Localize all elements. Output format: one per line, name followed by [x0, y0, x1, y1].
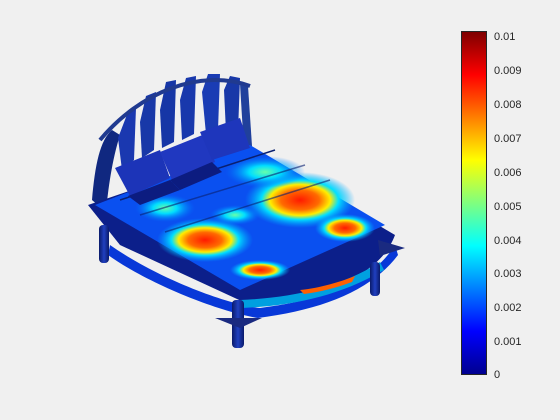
colorbar-tick-label: 0.003 — [494, 268, 522, 280]
colorbar-tick-label: 0.01 — [494, 31, 516, 43]
colorbar-tick-label: 0.005 — [494, 201, 522, 213]
pillows — [115, 118, 250, 205]
bed-legs — [99, 225, 405, 348]
headboard — [92, 74, 252, 212]
colorbar-tick-label: 0.002 — [494, 302, 522, 314]
colorbar-tick-label: 0 — [494, 369, 501, 381]
colorbar-tick-label: 0.007 — [494, 133, 522, 145]
colorbar-tick-label: 0.009 — [494, 65, 522, 77]
colorbar-tick-label: 0.001 — [494, 336, 522, 348]
colorbar — [461, 31, 487, 375]
colorbar-tick-label: 0.008 — [494, 99, 522, 111]
colorbar-tick-label: 0.006 — [494, 167, 522, 179]
colorbar-tick-label: 0.004 — [494, 235, 522, 247]
